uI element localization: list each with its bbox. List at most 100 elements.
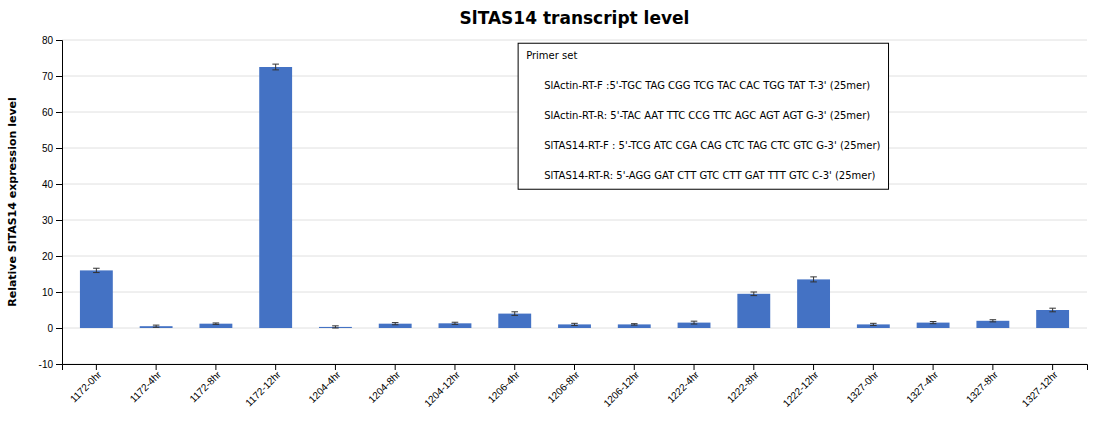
error-cap — [332, 328, 339, 329]
tick-mark — [933, 364, 934, 370]
tick-mark — [56, 112, 62, 113]
error-bar — [810, 277, 817, 282]
tick-label: 1172-0hr — [68, 368, 104, 404]
tick-mark — [215, 364, 216, 370]
tick-label: 1327-0hr — [844, 368, 881, 405]
tick-label: 1206-8hr — [545, 368, 582, 405]
bar — [259, 67, 292, 328]
tick-mark — [992, 364, 993, 370]
error-bar — [511, 312, 518, 316]
tick: 1327-4hr — [904, 364, 941, 405]
tick-mark — [56, 184, 62, 185]
error-bar — [272, 64, 279, 70]
tick: 20 — [42, 251, 62, 262]
tick: 10 — [42, 287, 62, 298]
error-stem — [514, 312, 515, 316]
error-bar — [990, 320, 997, 322]
tick-label: 70 — [42, 71, 54, 82]
y-axis: -1001020304050607080 — [39, 35, 63, 370]
error-cap — [870, 323, 877, 324]
tick: 70 — [42, 71, 62, 82]
error-cap — [691, 321, 698, 322]
tick-mark — [634, 364, 635, 370]
chart: -10010203040506070801172-0hr1172-4hr1172… — [0, 0, 1107, 436]
annotation-line: SlActin-RT-R: 5'-TAC AAT TTC CCG TTC AGC… — [544, 110, 870, 121]
annotation-line: SlTAS14-RT-R: 5'-AGG GAT CTT GTC CTT GAT… — [544, 170, 875, 181]
tick-label: 10 — [42, 287, 54, 298]
tick-label: 1327-12hr — [1020, 368, 1060, 408]
tick: 1172-4hr — [128, 364, 164, 405]
error-cap — [751, 292, 758, 293]
error-cap — [93, 268, 100, 269]
tick-mark — [813, 364, 814, 370]
error-cap — [751, 295, 758, 296]
tick: 1327-0hr — [844, 364, 881, 405]
tick: 1172-0hr — [68, 364, 104, 405]
axis-line — [56, 41, 63, 365]
error-bar — [751, 292, 758, 296]
error-cap — [990, 319, 997, 320]
tick: 1204-8hr — [366, 364, 403, 405]
tick: 0 — [47, 323, 62, 334]
tick-label: 50 — [42, 143, 54, 154]
bar — [976, 321, 1009, 328]
tick: 1206-12hr — [601, 364, 641, 409]
error-cap — [990, 321, 997, 322]
tick-mark — [56, 148, 62, 149]
error-cap — [571, 325, 578, 326]
error-cap — [691, 324, 698, 325]
error-cap — [272, 69, 279, 70]
tick-label: 1222-8hr — [725, 368, 762, 405]
error-cap — [870, 325, 877, 326]
tick-mark — [56, 328, 62, 329]
tick-label: 1222-4hr — [665, 368, 702, 405]
error-cap — [272, 64, 279, 65]
tick-label: 1172-12hr — [243, 368, 283, 408]
bar — [80, 270, 113, 328]
tick-label: 1222-12hr — [781, 368, 821, 408]
tick-mark — [56, 40, 62, 41]
error-cap — [452, 324, 459, 325]
tick: 1222-4hr — [665, 364, 702, 405]
tick-mark — [1052, 364, 1053, 370]
annotation-box: Primer setSlActin-RT-F :5'-TGC TAG CGG T… — [518, 43, 888, 189]
tick-label: -10 — [39, 359, 54, 370]
error-cap — [332, 325, 339, 326]
tick: 1222-8hr — [725, 364, 762, 405]
tick-label: 1204-4hr — [306, 368, 343, 405]
error-cap — [392, 324, 399, 325]
bar — [917, 323, 950, 328]
bar — [797, 279, 830, 328]
error-bar — [93, 268, 100, 272]
error-cap — [153, 325, 160, 326]
tick-label: 80 — [42, 35, 54, 46]
tick-mark — [335, 364, 336, 370]
title: SlTAS14 transcript level — [460, 8, 690, 28]
tick-mark — [454, 364, 455, 370]
tick: 30 — [42, 215, 62, 226]
error-cap — [511, 315, 518, 316]
annotation-line: SlActin-RT-F :5'-TGC TAG CGG TCG TAC CAC… — [544, 80, 870, 91]
tick: 1327-8hr — [964, 364, 1001, 405]
error-cap — [631, 325, 638, 326]
tick-label: 20 — [42, 251, 54, 262]
bar — [1036, 310, 1069, 328]
tick-label: 1206-4hr — [486, 368, 523, 405]
error-bar — [332, 326, 339, 328]
error-bar — [930, 322, 937, 324]
axis-line — [63, 365, 1088, 371]
tick-mark — [753, 364, 754, 370]
tick-mark — [56, 364, 62, 365]
grid-line — [62, 40, 1087, 41]
bar — [737, 294, 770, 328]
error-bar — [452, 322, 459, 324]
x-axis: 1172-0hr1172-4hr1172-8hr1172-12hr1204-4h… — [63, 364, 1088, 409]
error-bar — [392, 323, 399, 325]
grid-line — [62, 292, 1087, 293]
grid-line — [62, 220, 1087, 221]
tick: 1206-8hr — [545, 364, 582, 405]
tick-label: 30 — [42, 215, 54, 226]
error-stem — [753, 292, 754, 296]
tick: 1204-12hr — [422, 364, 462, 409]
error-cap — [810, 281, 817, 282]
